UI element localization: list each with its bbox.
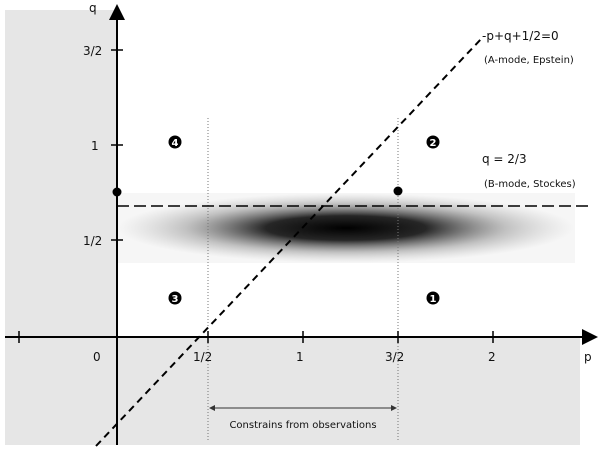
region-marker-3: 3 — [168, 291, 182, 305]
region-marker-1-label: 1 — [430, 294, 437, 305]
shaded-bottom-region — [5, 336, 580, 445]
x-tick-label-1: 1 — [296, 350, 304, 364]
shaded-left-region — [5, 10, 117, 338]
x-tick-label-3half: 3/2 — [385, 350, 404, 364]
region-marker-2-label: 2 — [430, 138, 437, 149]
region-marker-3-label: 3 — [172, 294, 179, 305]
region-marker-4: 4 — [168, 135, 182, 149]
x-tick-label-0: 0 — [93, 350, 101, 364]
y-tick-label-1: 1 — [91, 139, 99, 153]
b-mode-equation: q = 2/3 — [482, 152, 527, 166]
y-axis-label: q — [89, 1, 97, 15]
a-mode-note: (A-mode, Epstein) — [484, 55, 574, 66]
region-marker-2: 2 — [426, 135, 440, 149]
region-marker-1: 1 — [426, 291, 440, 305]
region-marker-4-label: 4 — [172, 138, 179, 149]
b-mode-note: (B-mode, Stockes) — [484, 179, 576, 190]
x-tick-label-half: 1/2 — [193, 350, 212, 364]
point-right — [393, 186, 403, 196]
y-tick-label-half: 1/2 — [83, 234, 102, 248]
x-tick-label-2: 2 — [488, 350, 496, 364]
y-tick-label-3half: 3/2 — [83, 44, 102, 58]
constraint-label: Constrains from observations — [229, 420, 376, 431]
observation-band — [117, 193, 575, 263]
x-axis-label: p — [584, 350, 592, 364]
a-mode-equation: -p+q+1/2=0 — [482, 29, 559, 43]
point-left — [112, 187, 122, 197]
a-mode-line — [95, 37, 483, 447]
